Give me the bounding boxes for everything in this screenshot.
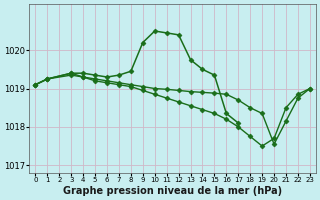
X-axis label: Graphe pression niveau de la mer (hPa): Graphe pression niveau de la mer (hPa) — [63, 186, 282, 196]
